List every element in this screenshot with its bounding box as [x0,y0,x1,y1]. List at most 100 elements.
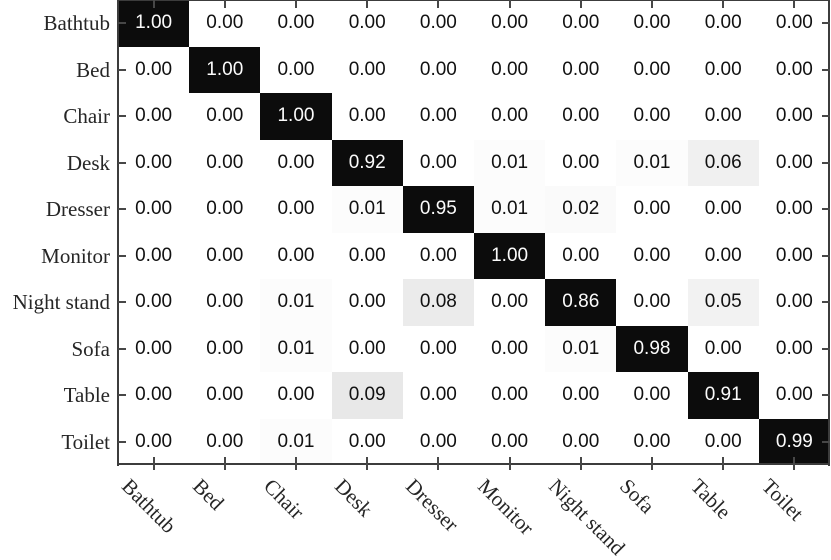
matrix-cell-dresser-table: 0.00 [687,186,759,233]
axis-bottom-line [117,463,830,465]
matrix-cell-night-stand-bathtub: 0.00 [118,279,190,326]
y-tick-left [118,22,126,25]
matrix-cell-sofa-sofa: 0.98 [616,325,688,372]
matrix-cell-bathtub-chair: 0.00 [260,0,332,47]
matrix-cell-monitor-sofa: 0.00 [616,232,688,279]
matrix-cell-bed-table: 0.00 [687,46,759,93]
matrix-cell-bed-dresser: 0.00 [402,46,474,93]
x-tick-top [793,0,796,8]
y-tick-left [118,208,126,211]
y-tick-label-chair: Chair [63,104,110,129]
matrix-cell-chair-chair: 1.00 [260,93,332,140]
y-tick-label-night-stand: Night stand [12,290,110,315]
x-tick-top [722,0,725,8]
matrix-cell-chair-sofa: 0.00 [616,93,688,140]
y-tick-right [822,161,830,164]
matrix-cell-sofa-bathtub: 0.00 [118,325,190,372]
y-tick-label-table: Table [63,383,110,408]
matrix-cell-table-desk: 0.09 [331,372,403,419]
x-tick-top [295,0,297,8]
y-tick-left [118,347,126,350]
matrix-cell-bed-monitor: 0.00 [474,46,546,93]
matrix-cell-desk-night-stand: 0.00 [545,139,617,186]
matrix-cell-night-stand-table: 0.05 [687,279,759,326]
matrix-cell-monitor-dresser: 0.00 [402,232,474,279]
x-tick-label-table: Table [686,474,736,524]
matrix-cell-dresser-dresser: 0.95 [402,186,474,233]
matrix-cell-table-bathtub: 0.00 [118,372,190,419]
x-tick-bottom [437,457,440,470]
matrix-cell-chair-bed: 0.00 [189,93,261,140]
matrix-cell-monitor-table: 0.00 [687,232,759,279]
y-tick-left [118,254,126,257]
x-tick-bottom [651,457,653,470]
x-tick-bottom [722,457,725,470]
matrix-cell-monitor-toilet: 0.00 [758,232,830,279]
axis-left-line [117,0,119,466]
y-tick-right [822,301,830,304]
x-tick-top [579,0,582,8]
matrix-cell-night-stand-monitor: 0.00 [474,279,546,326]
y-tick-label-bathtub: Bathtub [43,11,111,36]
x-tick-top [152,0,155,8]
x-tick-label-toilet: Toilet [757,474,809,526]
x-tick-label-bathtub: Bathtub [116,474,181,538]
matrix-cell-sofa-monitor: 0.00 [474,325,546,372]
matrix-cell-dresser-desk: 0.01 [331,186,403,233]
matrix-cell-dresser-night-stand: 0.02 [545,186,617,233]
matrix-cell-dresser-bed: 0.00 [189,186,261,233]
matrix-cell-night-stand-toilet: 0.00 [758,279,830,326]
matrix-cell-sofa-chair: 0.01 [260,325,332,372]
matrix-cell-bathtub-night-stand: 0.00 [545,0,617,47]
matrix-cell-monitor-chair: 0.00 [260,232,332,279]
matrix-cell-monitor-desk: 0.00 [331,232,403,279]
matrix-cell-desk-bed: 0.00 [189,139,261,186]
matrix-cell-dresser-bathtub: 0.00 [118,186,190,233]
y-tick-right [822,440,830,443]
matrix-cell-night-stand-chair: 0.01 [260,279,332,326]
matrix-cell-table-chair: 0.00 [260,372,332,419]
y-tick-right [822,22,830,25]
axis-right-line [828,0,830,466]
x-tick-label-night-stand: Night stand [543,474,630,560]
matrix-cell-dresser-chair: 0.00 [260,186,332,233]
matrix-cell-sofa-toilet: 0.00 [758,325,830,372]
matrix-cell-toilet-desk: 0.00 [331,418,403,465]
y-tick-left [118,301,126,304]
y-tick-left [118,394,126,397]
matrix-cell-chair-toilet: 0.00 [758,93,830,140]
matrix-cell-table-bed: 0.00 [189,372,261,419]
y-tick-label-bed: Bed [76,57,110,82]
axis-top-line [117,0,830,1]
y-tick-right [822,347,830,350]
y-tick-left [118,440,126,443]
matrix-cell-night-stand-desk: 0.00 [331,279,403,326]
x-tick-label-bed: Bed [187,474,229,515]
matrix-cell-monitor-monitor: 1.00 [474,232,546,279]
matrix-cell-bed-bathtub: 0.00 [118,46,190,93]
y-tick-right [822,394,830,397]
x-tick-label-sofa: Sofa [615,474,660,519]
y-tick-right [822,68,830,71]
heatmap-grid: 1.00 0.00 0.00 0.00 0.00 0.00 0.00 0.00 0.00 0.00… [118,0,830,465]
matrix-cell-bed-toilet: 0.00 [758,46,830,93]
matrix-cell-sofa-desk: 0.00 [331,325,403,372]
matrix-cell-sofa-bed: 0.00 [189,325,261,372]
matrix-cell-desk-desk: 0.92 [331,139,403,186]
x-tick-bottom [223,457,226,470]
x-tick-label-chair: Chair [259,474,309,524]
matrix-cell-table-table: 0.91 [687,372,759,419]
y-tick-label-desk: Desk [66,150,110,175]
matrix-cell-chair-bathtub: 0.00 [118,93,190,140]
matrix-cell-chair-dresser: 0.00 [402,93,474,140]
x-tick-top [223,0,226,8]
y-tick-label-toilet: Toilet [61,429,110,454]
x-tick-bottom [579,457,582,470]
y-tick-label-monitor: Monitor [41,243,110,268]
matrix-cell-table-sofa: 0.00 [616,372,688,419]
matrix-cell-table-night-stand: 0.00 [545,372,617,419]
matrix-cell-desk-table: 0.06 [687,139,759,186]
x-tick-bottom [793,457,796,470]
matrix-cell-bed-chair: 0.00 [260,46,332,93]
